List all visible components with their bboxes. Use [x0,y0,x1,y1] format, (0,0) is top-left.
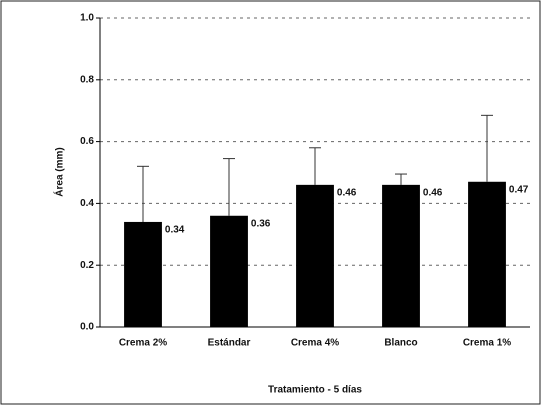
y-tick-label: 0.8 [80,74,94,85]
y-tick-label: 0.4 [80,198,94,209]
data-label: 0.47 [509,184,529,195]
x-tick-label: Blanco [384,338,417,349]
bar [382,184,420,327]
y-tick-label: 0.6 [80,136,94,147]
y-tick-label: 1.0 [80,13,94,24]
x-tick-label: Estándar [208,338,251,349]
bar [296,184,334,327]
x-tick-label: Crema 2% [119,338,167,349]
bar [468,181,506,327]
y-tick-label: 0.0 [80,322,94,333]
data-label: 0.36 [251,218,271,229]
data-label: 0.46 [337,188,357,199]
y-tick-label: 0.2 [80,260,94,271]
x-tick-label: Crema 1% [463,338,511,349]
bar [210,215,248,327]
x-tick-label: Crema 4% [291,338,339,349]
bar [124,221,162,327]
y-axis-label: Área (mm) [53,147,66,196]
data-label: 0.46 [423,188,443,199]
data-label: 0.34 [165,225,185,236]
x-axis-label: Tratamiento - 5 días [268,385,362,396]
